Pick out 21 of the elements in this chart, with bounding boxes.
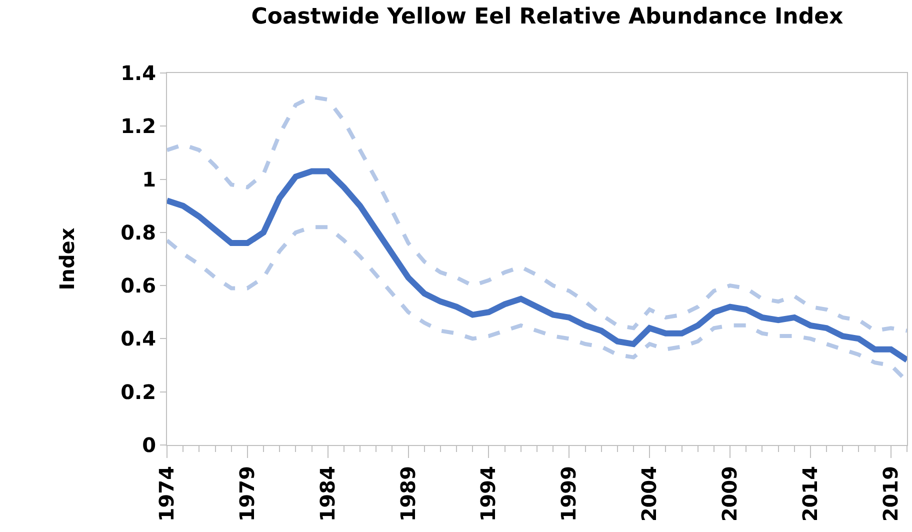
y-tick-label: 0.6: [120, 274, 156, 298]
x-tick-label: 1974: [154, 466, 178, 522]
y-tick-label: 0.2: [120, 380, 156, 404]
x-tick-label: 2004: [637, 466, 662, 522]
x-tick-label: 2014: [798, 466, 822, 522]
y-tick-label: 1.2: [120, 114, 156, 138]
x-tick-label: 1984: [315, 466, 340, 522]
x-tick-label: 1999: [556, 466, 581, 522]
y-tick-label: 0.4: [120, 326, 156, 351]
x-tick-label: 1994: [476, 466, 500, 522]
chart-title: Coastwide Yellow Eel Relative Abundance Index: [251, 4, 844, 30]
y-tick-label: 0.8: [120, 220, 156, 244]
x-tick-label: 1989: [396, 466, 420, 522]
y-tick-label: 1.4: [120, 61, 156, 85]
x-tick-label: 2009: [718, 466, 742, 522]
x-tick-label: 1979: [234, 466, 259, 522]
line-series: [167, 94, 907, 333]
y-tick-label: 0: [142, 433, 156, 457]
x-tick-label: 2019: [878, 466, 902, 522]
y-tick-label: 1: [142, 167, 156, 192]
y-axis-title: Index: [55, 228, 80, 290]
